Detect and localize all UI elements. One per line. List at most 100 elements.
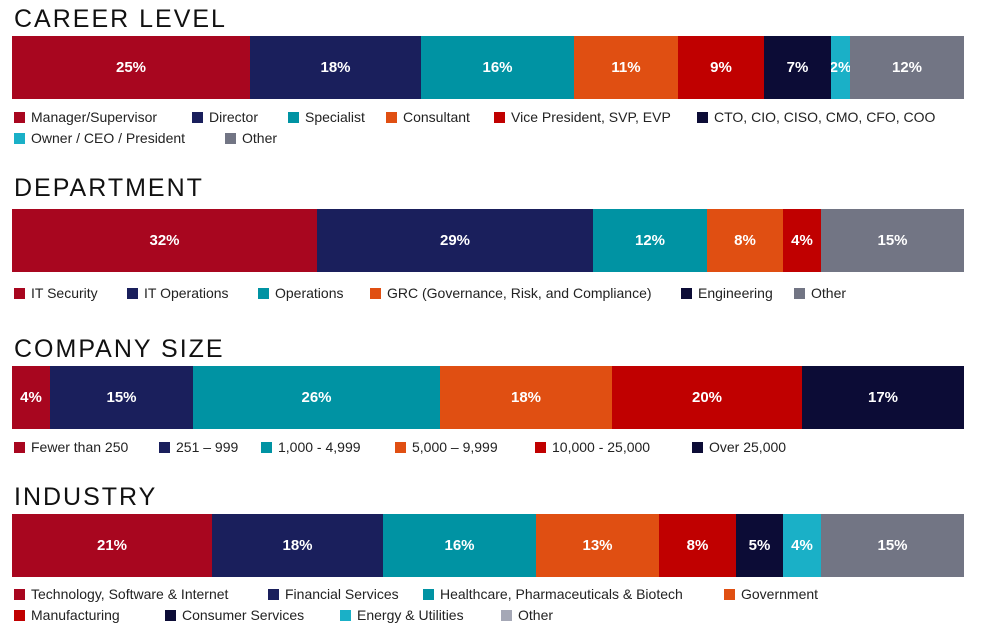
company-size-bar: 4% 15% 26% 18% 20% 17% (12, 366, 964, 429)
bar-segment-other: 15% (821, 209, 964, 272)
legend-item-cto-cio-ciso-cmo-cfo-coo: CTO, CIO, CISO, CMO, CFO, COO (697, 109, 935, 125)
career-level-bar: 25%18%16%11%9%7%2%12% (12, 36, 964, 99)
bar-segment-manager-supervisor: 25% (12, 36, 250, 99)
bar-segment-director: 18% (250, 36, 421, 99)
legend-item-other: Other (501, 607, 553, 623)
legend-item-other: Other (225, 130, 277, 146)
bar-segment-manufacturing: 8% (659, 514, 736, 577)
legend-item-grc-governance-risk-and-compliance: GRC (Governance, Risk, and Compliance) (370, 285, 652, 301)
legend-swatch (261, 441, 272, 453)
legend-label: Owner / CEO / President (31, 130, 186, 146)
bar-segment-financial-services: 18% (212, 514, 383, 577)
legend-item-it-operations: IT Operations (127, 285, 229, 301)
bar-segment-5-000-9-999: 18% (440, 366, 612, 429)
legend-swatch (14, 609, 25, 621)
bar-segment-owner-ceo-president: 2% (831, 36, 850, 99)
legend-swatch (535, 441, 546, 453)
legend-label: Director (209, 109, 259, 125)
bar-segment-consumer-services: 5% (736, 514, 783, 577)
bar-segment-government: 13% (536, 514, 659, 577)
legend-label: 1,000 - 4,999 (278, 439, 361, 455)
legend-swatch (501, 609, 512, 621)
legend-item-energy-utilities: Energy & Utilities (340, 607, 464, 623)
legend-swatch (192, 111, 203, 123)
legend-swatch (14, 111, 25, 123)
legend-label: IT Operations (144, 285, 229, 301)
legend-item-it-security: IT Security (14, 285, 98, 301)
legend-swatch (494, 111, 505, 123)
legend-item-healthcare-pharmaceuticals-biotech: Healthcare, Pharmaceuticals & Biotech (423, 586, 683, 602)
legend-item-consumer-services: Consumer Services (165, 607, 304, 623)
bar-segment-fewer-than-250: 4% (12, 366, 50, 429)
department-title: DEPARTMENT (14, 174, 204, 202)
legend-item-consultant: Consultant (386, 109, 470, 125)
legend-item-5-000-9-999: 5,000 – 9,999 (395, 439, 498, 455)
legend-swatch (370, 287, 381, 299)
legend-swatch (165, 609, 176, 621)
legend-swatch (14, 588, 25, 600)
legend-label: Other (518, 607, 554, 623)
career-level-title: CAREER LEVEL (14, 5, 227, 33)
legend-label: Technology, Software & Internet (31, 586, 229, 602)
bar-segment-other: 12% (850, 36, 964, 99)
legend-label: Consumer Services (182, 607, 305, 623)
legend-swatch (127, 287, 138, 299)
legend-item-technology-software-internet: Technology, Software & Internet (14, 586, 228, 602)
legend-item-operations: Operations (258, 285, 343, 301)
legend-label: Manager/Supervisor (31, 109, 158, 125)
legend-label: Fewer than 250 (31, 439, 129, 455)
legend-item-manufacturing: Manufacturing (14, 607, 120, 623)
bar-segment-technology-software-internet: 21% (12, 514, 212, 577)
bar-segment-10-000-25-000: 20% (612, 366, 802, 429)
legend-swatch (14, 132, 25, 144)
bar-segment-vice-president-svp-evp: 9% (678, 36, 764, 99)
industry-title: INDUSTRY (14, 483, 158, 511)
legend-swatch (225, 132, 236, 144)
legend-item-10-000-25-000: 10,000 - 25,000 (535, 439, 650, 455)
legend-swatch (14, 441, 25, 453)
legend-label: Other (242, 130, 278, 146)
legend-item-engineering: Engineering (681, 285, 773, 301)
legend-label: Financial Services (285, 586, 399, 602)
legend-swatch (681, 287, 692, 299)
legend-label: Operations (275, 285, 344, 301)
legend-swatch (697, 111, 708, 123)
legend-swatch (268, 588, 279, 600)
bar-segment-251-999: 15% (50, 366, 193, 429)
legend-item-specialist: Specialist (288, 109, 365, 125)
legend-item-fewer-than-250: Fewer than 250 (14, 439, 128, 455)
bar-segment-it-operations: 29% (317, 209, 593, 272)
company-size-title: COMPANY SIZE (14, 335, 225, 363)
legend-item-other: Other (794, 285, 846, 301)
legend-swatch (423, 588, 434, 600)
bar-segment-operations: 12% (593, 209, 707, 272)
legend-label: Engineering (698, 285, 773, 301)
legend-item-vice-president-svp-evp: Vice President, SVP, EVP (494, 109, 671, 125)
bar-segment-engineering: 4% (783, 209, 821, 272)
legend-label: Over 25,000 (709, 439, 787, 455)
legend-swatch (692, 441, 703, 453)
legend-item-owner-ceo-president: Owner / CEO / President (14, 130, 185, 146)
legend-label: Other (811, 285, 847, 301)
bar-segment-cto-cio-ciso-cmo-cfo-coo: 7% (764, 36, 831, 99)
legend-item-director: Director (192, 109, 258, 125)
bar-segment-it-security: 32% (12, 209, 317, 272)
legend-label: CTO, CIO, CISO, CMO, CFO, COO (714, 109, 936, 125)
legend-swatch (288, 111, 299, 123)
legend-label: Manufacturing (31, 607, 120, 623)
legend-item-government: Government (724, 586, 818, 602)
legend-label: Consultant (403, 109, 470, 125)
legend-label: 5,000 – 9,999 (412, 439, 498, 455)
bar-segment-consultant: 11% (574, 36, 678, 99)
legend-swatch (794, 287, 805, 299)
legend-label: Healthcare, Pharmaceuticals & Biotech (440, 586, 683, 602)
industry-bar: 21% 18% 16% 13% 8% 5% 4% 15% (12, 514, 964, 577)
legend-swatch (395, 441, 406, 453)
bar-segment-over-25-000: 17% (802, 366, 964, 429)
legend-label: 251 – 999 (176, 439, 239, 455)
legend-label: GRC (Governance, Risk, and Compliance) (387, 285, 652, 301)
legend-label: IT Security (31, 285, 98, 301)
legend-label: Vice President, SVP, EVP (511, 109, 671, 125)
legend-swatch (258, 287, 269, 299)
legend-label: Energy & Utilities (357, 607, 464, 623)
